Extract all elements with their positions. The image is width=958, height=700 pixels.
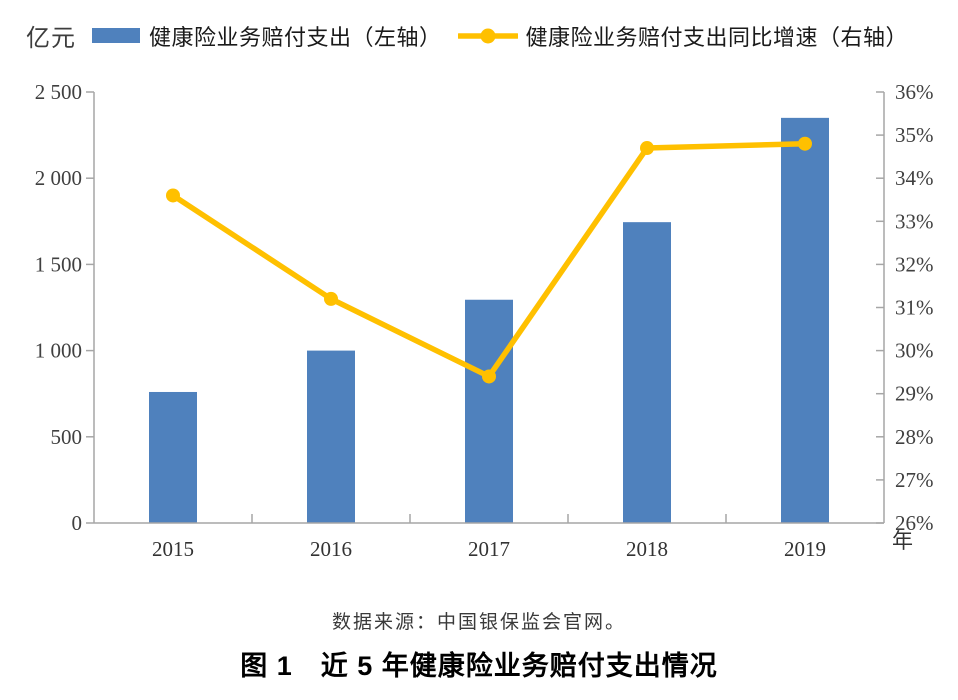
right-axis-tick-label: 28% [895, 425, 934, 449]
right-axis-tick-label: 30% [895, 339, 934, 363]
source-note: 数据来源：中国银保监会官网。 [331, 612, 626, 633]
bar-2019 [781, 117, 829, 524]
bar-2015 [149, 391, 197, 523]
right-axis-tick-label: 32% [895, 252, 934, 276]
left-axis-tick-label: 1 000 [35, 339, 82, 363]
right-axis-tick-label: 31% [895, 296, 934, 320]
combo-chart-plot: 2 500 2 000 1 500 1 000 500 0 36% 35% 34% 33% 32% 3… [35, 80, 934, 561]
right-axis-tick-label: 36% [895, 80, 934, 104]
right-axis-tick-label: 26% [895, 511, 934, 535]
line-point-2019 [798, 136, 812, 151]
line-point-2018 [640, 141, 654, 156]
bar-2017 [465, 299, 513, 523]
x-axis-category-label: 2019 [784, 537, 826, 561]
x-axis-title: 年 [892, 529, 913, 553]
bar-series-swatch-icon [92, 28, 140, 43]
left-axis-tick-label: 2 000 [35, 166, 82, 190]
left-axis-tick-label: 1 500 [35, 252, 82, 276]
right-axis-tick-label: 33% [895, 209, 934, 233]
x-axis-category-label: 2016 [310, 537, 352, 561]
x-axis-category-label: 2015 [152, 537, 194, 561]
bar-2016 [307, 350, 355, 523]
bar-series-legend-label: 健康险业务赔付支出（左轴） [149, 24, 442, 50]
legend: 亿元 健康险业务赔付支出（左轴） 健康险业务赔付支出同比增速（右轴） [26, 18, 908, 53]
right-axis-tick-label: 27% [895, 468, 934, 492]
figure-caption: 图 1 近 5 年健康险业务赔付支出情况 [240, 651, 718, 681]
line-point-2015 [166, 188, 180, 203]
line-series-legend-label: 健康险业务赔付支出同比增速（右轴） [525, 24, 909, 50]
left-axis-tick-label: 0 [72, 511, 83, 535]
right-axis-tick-label: 35% [895, 123, 934, 147]
line-series-marker-icon [455, 27, 520, 45]
line-point-2016 [324, 291, 338, 306]
line-point-2017 [482, 369, 496, 384]
left-axis-unit-label: 亿元 [26, 25, 76, 52]
x-axis-category-label: 2018 [626, 537, 668, 561]
bar-2018 [623, 222, 671, 524]
left-axis-tick-label: 500 [51, 425, 83, 449]
right-axis-tick-label: 29% [895, 382, 934, 406]
x-axis-category-label: 2017 [468, 537, 510, 561]
left-axis-tick-label: 2 500 [35, 80, 82, 104]
right-axis-tick-label: 34% [895, 166, 934, 190]
